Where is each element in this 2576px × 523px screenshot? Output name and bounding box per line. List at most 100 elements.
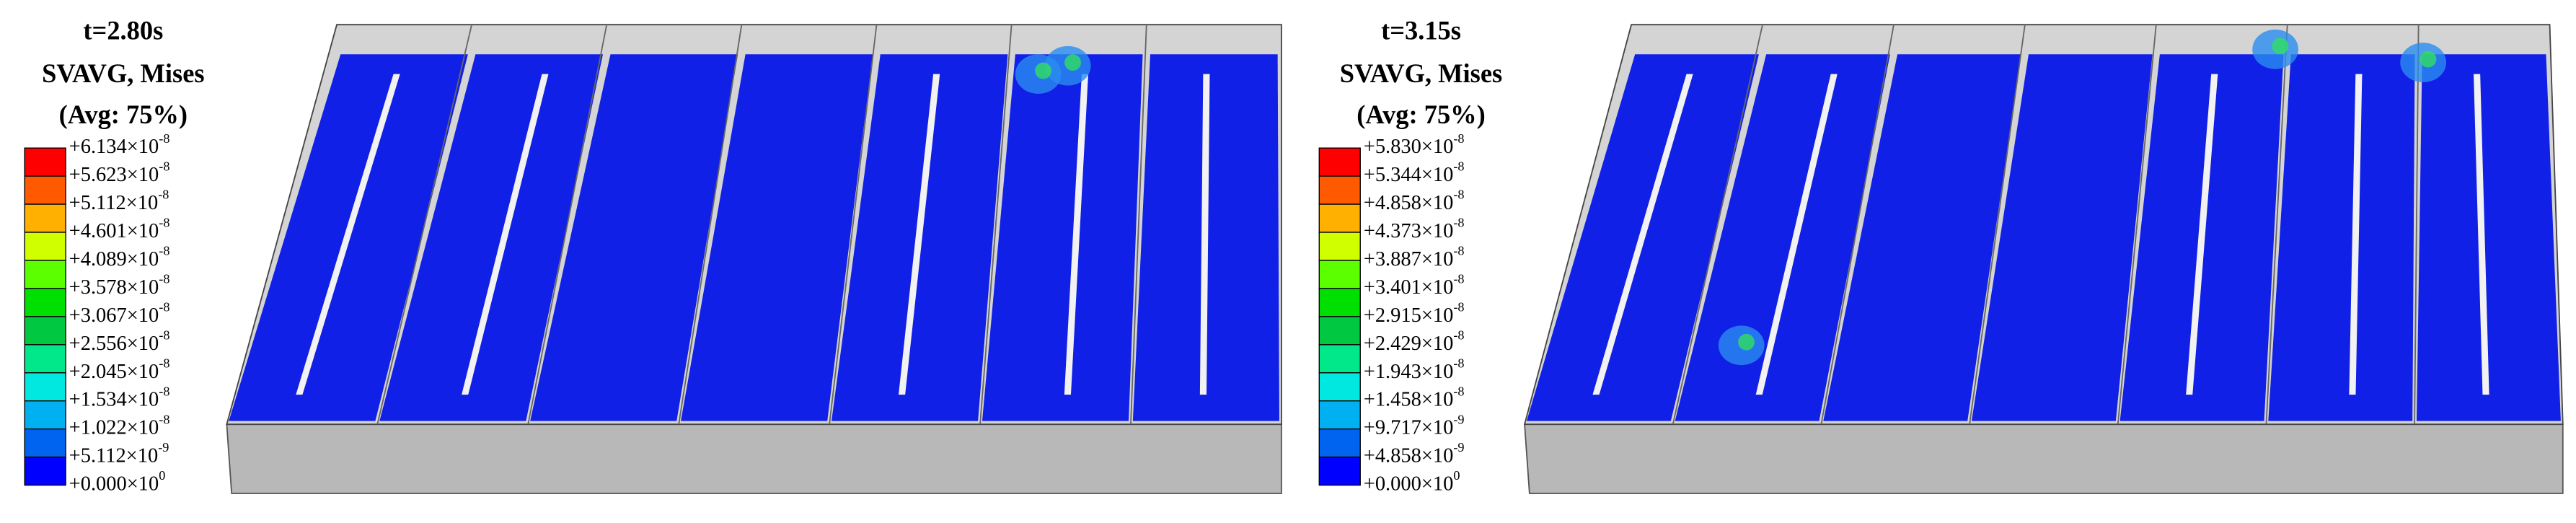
legend-swatch bbox=[24, 203, 66, 233]
legend-swatch bbox=[1318, 344, 1361, 374]
averaging-label: (Avg: 75%) bbox=[59, 100, 188, 129]
legend-swatch bbox=[24, 232, 66, 261]
divider bbox=[2265, 25, 2288, 425]
legend-swatch bbox=[24, 147, 66, 177]
divider bbox=[1820, 25, 1894, 425]
legend-label: +1.943×10-8 bbox=[1364, 356, 1465, 383]
divider bbox=[376, 24, 473, 425]
legend-mantissa: +2.915×10 bbox=[1364, 304, 1454, 326]
legend-label: +4.858×10-8 bbox=[1364, 188, 1465, 214]
legend-exponent: -8 bbox=[1453, 159, 1464, 174]
legend-label: +1.458×10-8 bbox=[1364, 384, 1465, 411]
stress-zone bbox=[1738, 333, 1755, 351]
legend-swatch bbox=[1318, 147, 1361, 177]
legend-label: +5.830×10-8 bbox=[1364, 131, 1465, 158]
variable-label: SVAVG, Mises bbox=[1340, 59, 1502, 88]
legend-exponent: -8 bbox=[159, 356, 169, 371]
legend-mantissa: +4.089×10 bbox=[69, 248, 159, 271]
legend-label: +3.578×10-8 bbox=[69, 272, 170, 299]
legend-exponent: -8 bbox=[1453, 244, 1464, 258]
fluid-strip bbox=[1971, 54, 2153, 421]
legend-label: +4.858×10-9 bbox=[1364, 440, 1465, 467]
legend-mantissa: +2.556×10 bbox=[69, 332, 159, 354]
legend-label: +5.623×10-8 bbox=[69, 159, 170, 186]
legend-exponent: -9 bbox=[1453, 440, 1464, 454]
legend-swatch bbox=[1318, 316, 1361, 346]
legend-label: +2.429×10-8 bbox=[1364, 328, 1465, 355]
legend-mantissa: +1.458×10 bbox=[1364, 388, 1454, 410]
legend-label: +1.022×10-8 bbox=[69, 412, 170, 439]
legend-swatch bbox=[1318, 428, 1361, 458]
groove bbox=[296, 74, 400, 395]
legend-exponent: -8 bbox=[159, 159, 169, 174]
legend-exponent: -9 bbox=[158, 440, 169, 454]
legend-mantissa: +3.067×10 bbox=[69, 304, 159, 326]
legend-label: +5.344×10-8 bbox=[1364, 159, 1465, 186]
legend-mantissa: +1.534×10 bbox=[69, 388, 159, 410]
legend-mantissa: +6.134×10 bbox=[69, 136, 159, 158]
legend-exponent: -8 bbox=[1453, 356, 1464, 371]
stress-zone bbox=[2272, 38, 2289, 55]
legend-label: +0.000×100 bbox=[1364, 468, 1460, 495]
legend-swatch bbox=[24, 175, 66, 205]
legend-exponent: -8 bbox=[1453, 216, 1464, 230]
legend-mantissa: +4.858×10 bbox=[1364, 444, 1454, 467]
legend-label: +4.089×10-8 bbox=[69, 244, 170, 271]
legend-exponent: -8 bbox=[159, 300, 169, 315]
legend-mantissa: +1.943×10 bbox=[1364, 360, 1454, 382]
plate-front bbox=[226, 423, 1282, 494]
stress-zone bbox=[1064, 54, 1081, 71]
divider bbox=[1130, 25, 1147, 425]
legend-label: +3.887×10-8 bbox=[1364, 244, 1465, 271]
legend-mantissa: +5.112×10 bbox=[69, 444, 159, 467]
fluid-strip bbox=[681, 54, 873, 421]
legend-mantissa: +5.623×10 bbox=[69, 164, 159, 186]
divider bbox=[527, 25, 608, 425]
legend-exponent: -8 bbox=[1453, 300, 1464, 315]
legend-swatch bbox=[24, 372, 66, 402]
variable-label: SVAVG, Mises bbox=[42, 59, 204, 88]
legend-label: +5.112×10-9 bbox=[69, 440, 169, 467]
legend-exponent: -8 bbox=[159, 328, 169, 343]
fluid-strip bbox=[2416, 54, 2561, 421]
time-label: t=2.80s bbox=[83, 17, 163, 45]
legend-swatch bbox=[24, 260, 66, 289]
legend-mantissa: +3.401×10 bbox=[1364, 276, 1454, 298]
legend-mantissa: +4.601×10 bbox=[69, 220, 159, 242]
legend-exponent: -9 bbox=[1453, 412, 1464, 426]
legend-mantissa: +5.830×10 bbox=[1364, 136, 1454, 158]
legend-swatch bbox=[24, 344, 66, 374]
legend-mantissa: +3.578×10 bbox=[69, 276, 159, 298]
plate-front bbox=[1524, 423, 2564, 494]
legend-label: +4.601×10-8 bbox=[69, 216, 170, 242]
legend-exponent: -8 bbox=[1453, 384, 1464, 399]
legend-swatch bbox=[1318, 232, 1361, 261]
legend-mantissa: +0.000×10 bbox=[69, 473, 159, 495]
legend-exponent: -8 bbox=[1453, 188, 1464, 202]
legend-exponent: -8 bbox=[159, 384, 169, 399]
groove bbox=[1592, 74, 1693, 395]
legend-mantissa: +2.045×10 bbox=[69, 360, 159, 382]
legend-label: +1.534×10-8 bbox=[69, 384, 170, 411]
averaging-label: (Avg: 75%) bbox=[1357, 100, 1485, 129]
groove bbox=[1755, 74, 1838, 395]
legend-exponent: -8 bbox=[159, 272, 169, 286]
divider bbox=[1672, 24, 1763, 425]
legend-exponent: -8 bbox=[159, 244, 169, 258]
groove bbox=[2186, 74, 2218, 395]
legend-label: +4.373×10-8 bbox=[1364, 216, 1465, 242]
legend-mantissa: +4.373×10 bbox=[1364, 220, 1454, 242]
legend-mantissa: +5.112×10 bbox=[69, 192, 159, 214]
legend-swatch bbox=[1318, 372, 1361, 402]
legend-swatch bbox=[24, 400, 66, 430]
legend-label: +2.556×10-8 bbox=[69, 328, 170, 355]
legend-label: +2.915×10-8 bbox=[1364, 300, 1465, 327]
legend-mantissa: +9.717×10 bbox=[1364, 416, 1454, 439]
legend-label: +0.000×100 bbox=[69, 468, 166, 495]
legend-swatch bbox=[1318, 400, 1361, 430]
groove bbox=[1064, 74, 1089, 395]
divider bbox=[678, 25, 743, 425]
